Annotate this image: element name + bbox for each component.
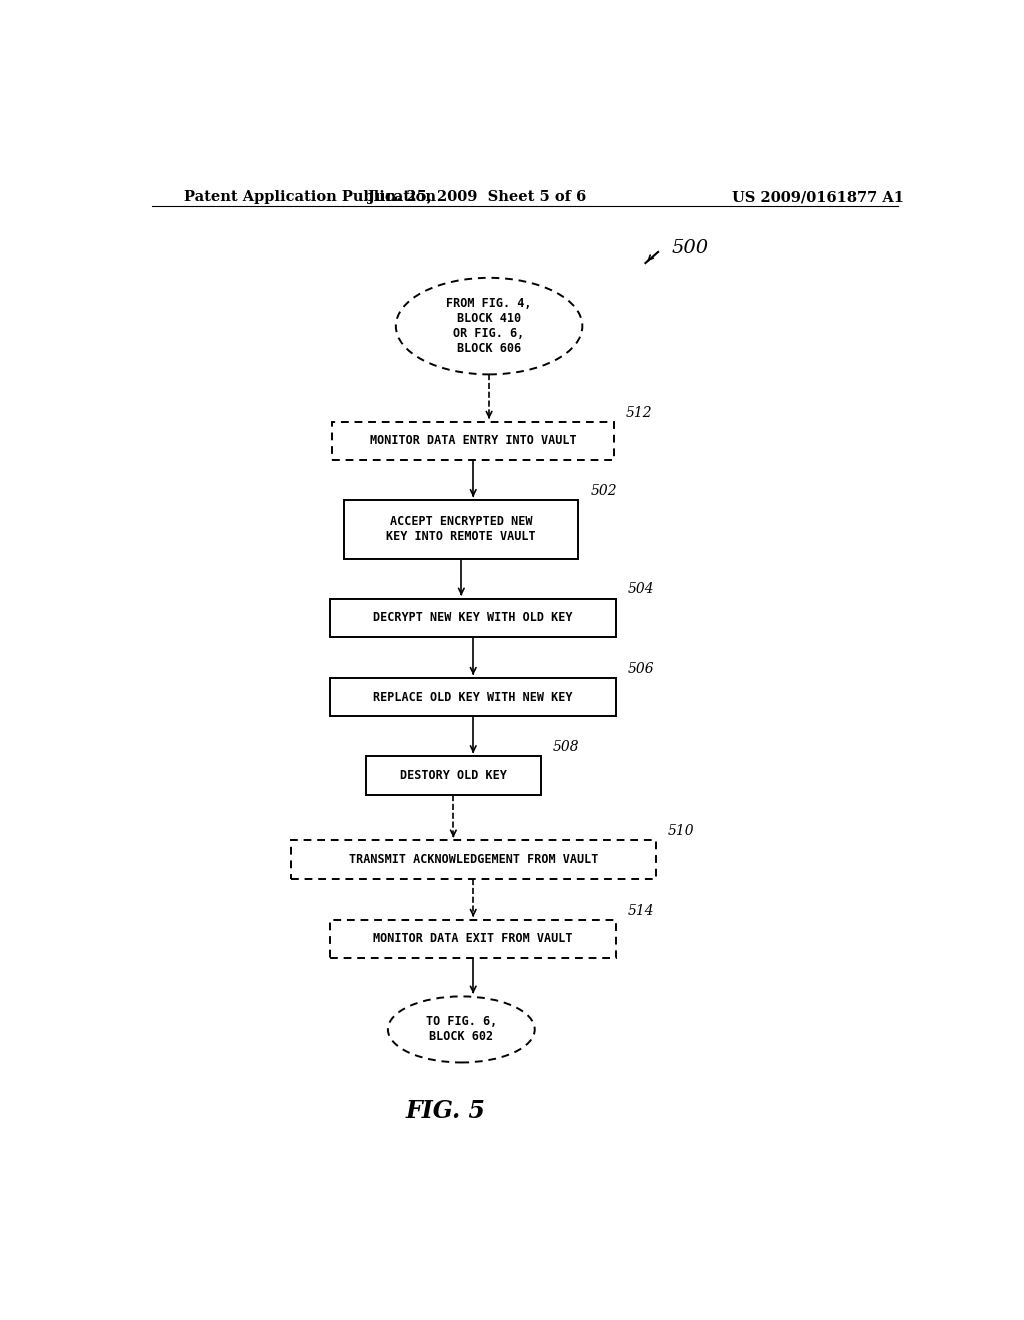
Text: Jun. 25, 2009  Sheet 5 of 6: Jun. 25, 2009 Sheet 5 of 6 xyxy=(368,190,587,205)
Text: 508: 508 xyxy=(553,741,580,754)
Text: 504: 504 xyxy=(628,582,654,597)
Text: 506: 506 xyxy=(628,661,654,676)
Text: TRANSMIT ACKNOWLEDGEMENT FROM VAULT: TRANSMIT ACKNOWLEDGEMENT FROM VAULT xyxy=(348,853,598,866)
Text: FIG. 5: FIG. 5 xyxy=(406,1098,485,1123)
Text: 512: 512 xyxy=(626,405,652,420)
Text: 502: 502 xyxy=(590,484,616,498)
Text: REPLACE OLD KEY WITH NEW KEY: REPLACE OLD KEY WITH NEW KEY xyxy=(374,690,573,704)
Bar xyxy=(367,756,541,795)
Text: 514: 514 xyxy=(628,904,654,917)
Bar xyxy=(291,841,655,879)
Text: US 2009/0161877 A1: US 2009/0161877 A1 xyxy=(732,190,904,205)
Text: 500: 500 xyxy=(672,239,709,257)
Bar xyxy=(331,920,616,958)
Text: ACCEPT ENCRYPTED NEW
KEY INTO REMOTE VAULT: ACCEPT ENCRYPTED NEW KEY INTO REMOTE VAU… xyxy=(386,515,537,544)
Text: 510: 510 xyxy=(668,825,694,838)
Text: FROM FIG. 4,
BLOCK 410
OR FIG. 6,
BLOCK 606: FROM FIG. 4, BLOCK 410 OR FIG. 6, BLOCK … xyxy=(446,297,531,355)
Text: Patent Application Publication: Patent Application Publication xyxy=(183,190,435,205)
Text: DESTORY OLD KEY: DESTORY OLD KEY xyxy=(400,768,507,781)
Ellipse shape xyxy=(396,277,583,375)
Text: TO FIG. 6,
BLOCK 602: TO FIG. 6, BLOCK 602 xyxy=(426,1015,497,1043)
Bar xyxy=(333,421,614,461)
Text: MONITOR DATA EXIT FROM VAULT: MONITOR DATA EXIT FROM VAULT xyxy=(374,932,573,945)
Bar xyxy=(331,677,616,717)
Bar xyxy=(344,500,579,558)
Bar xyxy=(331,598,616,638)
Ellipse shape xyxy=(388,997,535,1063)
Text: DECRYPT NEW KEY WITH OLD KEY: DECRYPT NEW KEY WITH OLD KEY xyxy=(374,611,573,624)
Text: MONITOR DATA ENTRY INTO VAULT: MONITOR DATA ENTRY INTO VAULT xyxy=(370,434,577,447)
